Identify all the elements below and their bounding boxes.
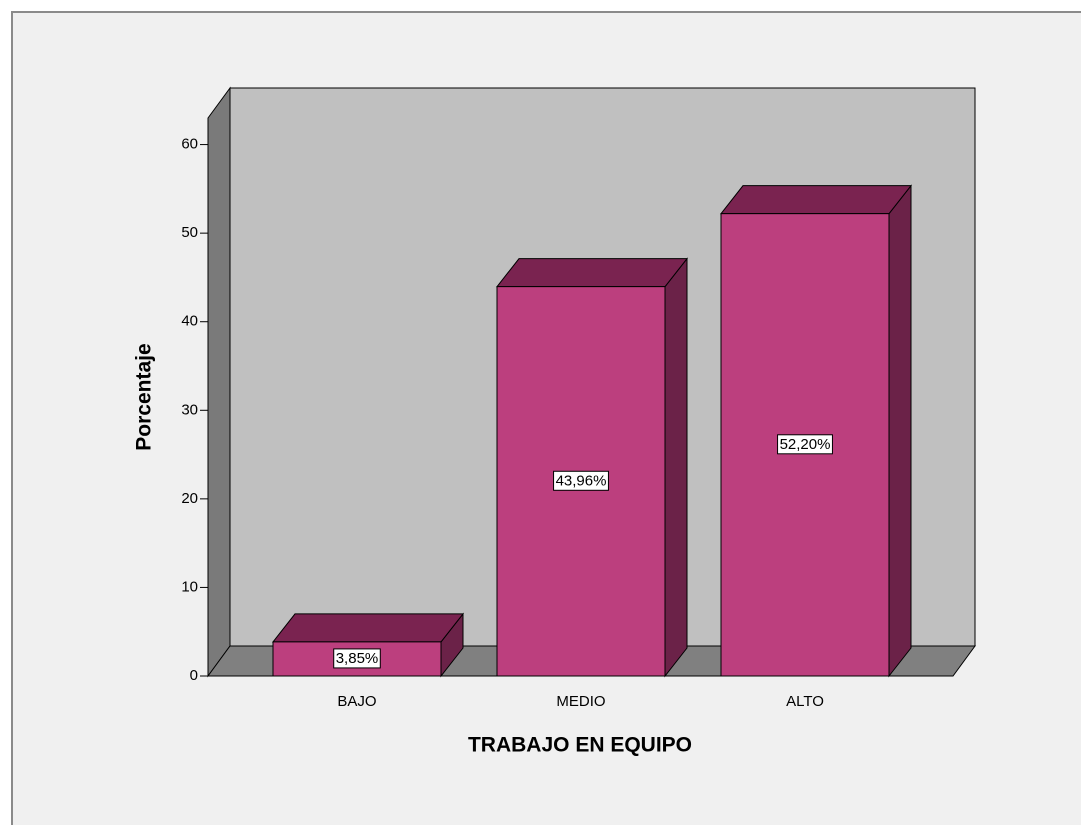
value-label-box bbox=[333, 648, 381, 669]
x-tick-label: ALTO bbox=[786, 693, 824, 710]
value-label-box bbox=[553, 470, 609, 491]
value-label: 43,96% bbox=[556, 472, 607, 489]
y-axis-title: Porcentaje bbox=[133, 343, 156, 450]
y-tick-label: 40 bbox=[181, 313, 198, 330]
y-tick-label: 0 bbox=[190, 667, 198, 684]
bar-top bbox=[495, 258, 689, 288]
y-tick-label: 50 bbox=[181, 224, 198, 241]
bar-top bbox=[271, 613, 465, 643]
x-tick-label: BAJO bbox=[337, 693, 376, 710]
value-label: 52,20% bbox=[780, 436, 831, 453]
bar-top bbox=[719, 185, 913, 215]
bar-side bbox=[664, 257, 688, 678]
bar-side bbox=[888, 184, 912, 678]
value-label-box bbox=[777, 434, 833, 455]
y-tick-label: 20 bbox=[181, 490, 198, 507]
bar bbox=[272, 641, 442, 677]
left-wall bbox=[207, 86, 231, 678]
y-tick-label: 10 bbox=[181, 578, 198, 595]
y-tick-label: 30 bbox=[181, 401, 198, 418]
x-tick-label: MEDIO bbox=[556, 693, 605, 710]
x-axis-title: TRABAJO EN EQUIPO bbox=[468, 734, 692, 757]
value-label: 3,85% bbox=[336, 650, 379, 667]
y-tick-label: 60 bbox=[181, 136, 198, 153]
